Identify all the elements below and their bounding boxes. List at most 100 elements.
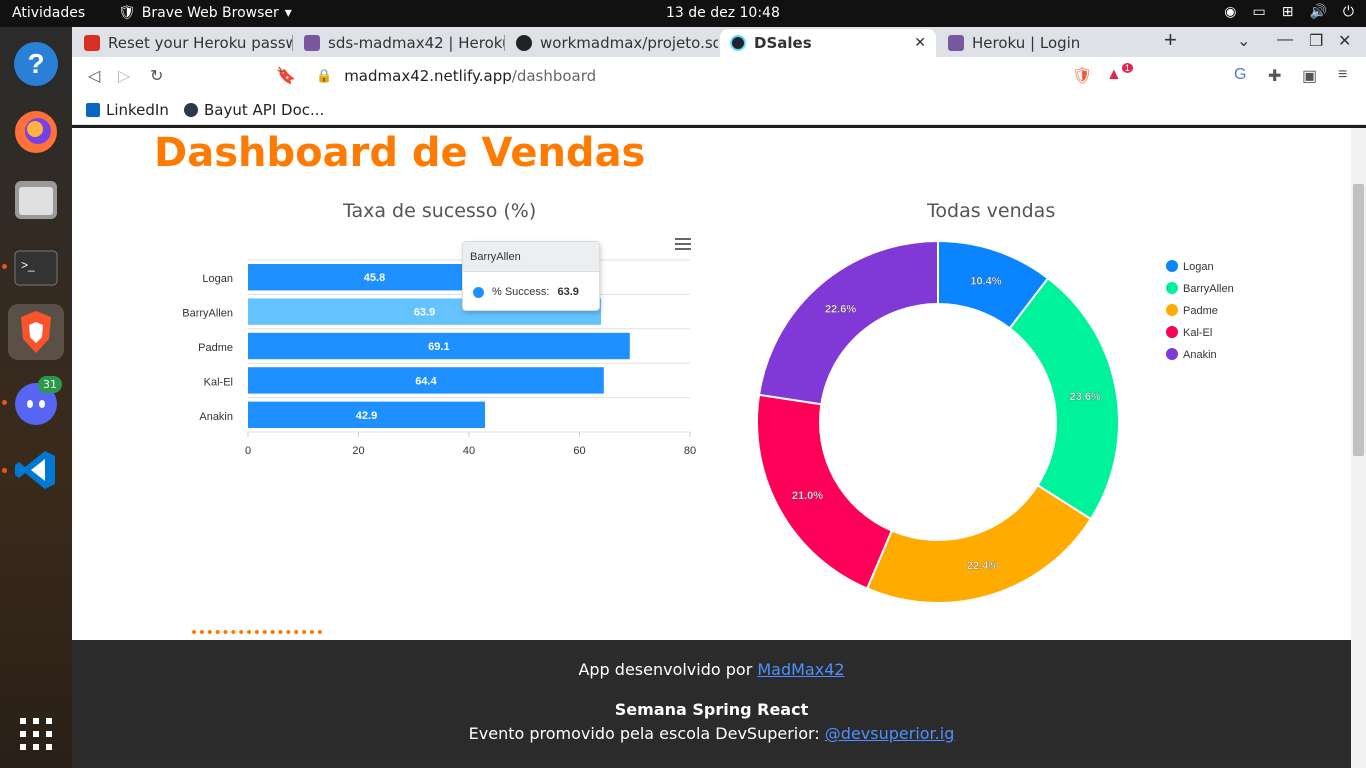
footer-event: Evento promovido pela escola DevSuperior…: [72, 724, 1351, 743]
minimize-button[interactable]: —: [1277, 31, 1293, 48]
app-name: Brave Web Browser: [141, 5, 279, 21]
chart-menu-icon[interactable]: [675, 238, 691, 250]
wallet-icon[interactable]: ▣: [1302, 68, 1318, 85]
bookmark-bayut[interactable]: Bayut API Doc...: [184, 101, 324, 119]
legend-marker: [1166, 326, 1178, 338]
page-scrollbar[interactable]: [1351, 128, 1366, 768]
legend-label: Padme: [1183, 305, 1218, 317]
vscode-icon[interactable]: [8, 442, 64, 498]
heroku-icon: [304, 35, 320, 51]
tab-github[interactable]: workmadmax/projeto.sds: [506, 29, 718, 57]
author-link[interactable]: MadMax42: [757, 660, 845, 679]
bar: [248, 264, 502, 291]
brave-icon: 🛡: [118, 5, 136, 21]
maximize-button[interactable]: ❐: [1309, 33, 1324, 50]
legend-label: Logan: [1183, 261, 1214, 273]
tab-search-icon[interactable]: ⌄: [1237, 33, 1251, 50]
category-label: Anakin: [199, 411, 233, 423]
tooltip-swatch: [473, 286, 484, 298]
category-label: Padme: [198, 342, 233, 354]
bar-chart-title: Taxa de sucesso (%): [343, 200, 537, 222]
close-window-button[interactable]: ✕: [1338, 33, 1352, 50]
footer-credit: App desenvolvido por MadMax42: [72, 660, 1351, 679]
tab-gmail[interactable]: Reset your Heroku passwo: [74, 29, 292, 57]
bookmark-label: Bayut API Doc...: [204, 101, 325, 119]
slice-value-label: 22.4%: [967, 560, 998, 572]
system-top-bar: Atividades 🛡 Brave Web Browser ▾ 13 de d…: [0, 0, 1366, 27]
bookmark-linkedin[interactable]: LinkedIn: [86, 101, 169, 119]
footer-event-title: Semana Spring React: [614, 700, 809, 719]
app-grid-icon[interactable]: [8, 706, 64, 762]
svg-text:?: ?: [27, 48, 44, 79]
files-icon[interactable]: [8, 172, 64, 228]
svg-text:>_: >_: [21, 258, 35, 272]
brave-dock-icon[interactable]: [8, 304, 64, 360]
firefox-icon[interactable]: [8, 104, 64, 160]
slice-value-label: 23.6%: [1070, 391, 1101, 403]
donut-slice: [1008, 276, 1120, 521]
new-tab-button[interactable]: +: [1164, 27, 1177, 52]
terminal-icon[interactable]: >_: [8, 240, 64, 296]
extensions-icon[interactable]: ✚: [1268, 68, 1282, 85]
back-button[interactable]: ◁: [88, 68, 101, 85]
page-content: Dashboard de Vendas Taxa de sucesso (%) …: [72, 128, 1351, 640]
app-menu[interactable]: 🛡 Brave Web Browser ▾: [118, 5, 292, 21]
bayut-icon: [184, 103, 198, 117]
activities-button[interactable]: Atividades: [12, 5, 86, 21]
bar-value-label: 63.9: [414, 307, 435, 319]
menu-icon[interactable]: ≡: [1338, 66, 1348, 83]
brave-rewards-icon[interactable]: ▲ 1: [1106, 63, 1133, 84]
tooltip-value: 63.9: [557, 286, 579, 298]
legend-marker: [1166, 282, 1178, 294]
running-indicator: [2, 264, 7, 269]
address-bar[interactable]: 🔒 madmax42.netlify.app/dashboard: [304, 61, 1134, 91]
donut-slice: [756, 393, 894, 590]
tab-heroku-app[interactable]: sds-madmax42 | Heroku: [294, 29, 504, 57]
bookmark-label: LinkedIn: [106, 101, 169, 119]
system-tray[interactable]: ◉ ▭ ⊞ 🔊 ⏻: [1224, 4, 1354, 20]
donut-chart[interactable]: 10.4% 23.6% 22.4% 21.0% 22.6% Logan BarryAllen…: [742, 228, 1302, 608]
running-indicator: [2, 468, 7, 473]
x-tick-label: 40: [463, 445, 475, 457]
clipboard-icon[interactable]: ▭: [1252, 4, 1266, 20]
chevron-down-icon: ▾: [284, 5, 292, 21]
devsuperior-link[interactable]: @devsuperior.ig: [824, 724, 955, 743]
x-tick-label: 0: [245, 445, 251, 457]
lock-icon: 🔒: [316, 68, 333, 84]
tab-title: Reset your Heroku passwo: [108, 34, 292, 52]
bar-value-label: 69.1: [428, 341, 449, 353]
volume-icon[interactable]: 🔊: [1309, 4, 1327, 20]
x-tick-label: 60: [573, 445, 585, 457]
slice-value-label: 21.0%: [792, 490, 823, 502]
bar: [248, 332, 630, 360]
tab-title: DSales: [754, 34, 812, 52]
scrollbar-thumb[interactable]: [1353, 184, 1364, 456]
help-icon[interactable]: ?: [8, 36, 64, 92]
notification-badge: 31: [38, 376, 62, 393]
close-tab-icon[interactable]: ✕: [914, 35, 926, 51]
power-icon[interactable]: ⏻: [1342, 4, 1354, 20]
discord-icon[interactable]: 31: [8, 374, 64, 430]
network-icon[interactable]: ⊞: [1281, 4, 1294, 20]
legend-marker: [1166, 348, 1178, 360]
bar-chart[interactable]: 0 20 40 60 80 Logan 45.8 BarryAllen 63.9 Padme 69.…: [162, 228, 802, 568]
bookmark-icon[interactable]: 🔖: [276, 68, 296, 85]
discord-tray-icon[interactable]: ◉: [1224, 4, 1237, 20]
tooltip-title: BarryAllen: [463, 242, 599, 272]
brave-shields-icon[interactable]: 🛡: [1072, 68, 1093, 85]
legend-label: BarryAllen: [1183, 283, 1234, 295]
reload-button[interactable]: ↻: [150, 68, 164, 85]
tab-dsales[interactable]: DSales ✕: [720, 29, 936, 57]
x-tick-label: 80: [684, 445, 696, 457]
gmail-icon: [84, 35, 100, 51]
github-icon: [516, 35, 532, 51]
bar-value-label: 45.8: [364, 272, 385, 284]
forward-button[interactable]: ▷: [118, 68, 131, 85]
legend-label: Kal-El: [1183, 327, 1212, 339]
bookmarks-bar: LinkedIn Bayut API Doc...: [72, 95, 1366, 125]
clock[interactable]: 13 de dez 10:48: [666, 5, 780, 21]
chart-tooltip: BarryAllen % Success: 63.9: [462, 241, 600, 311]
translate-icon[interactable]: G: [1234, 66, 1247, 83]
legend-label: Anakin: [1183, 349, 1217, 361]
tab-heroku-login[interactable]: Heroku | Login: [938, 29, 1150, 57]
